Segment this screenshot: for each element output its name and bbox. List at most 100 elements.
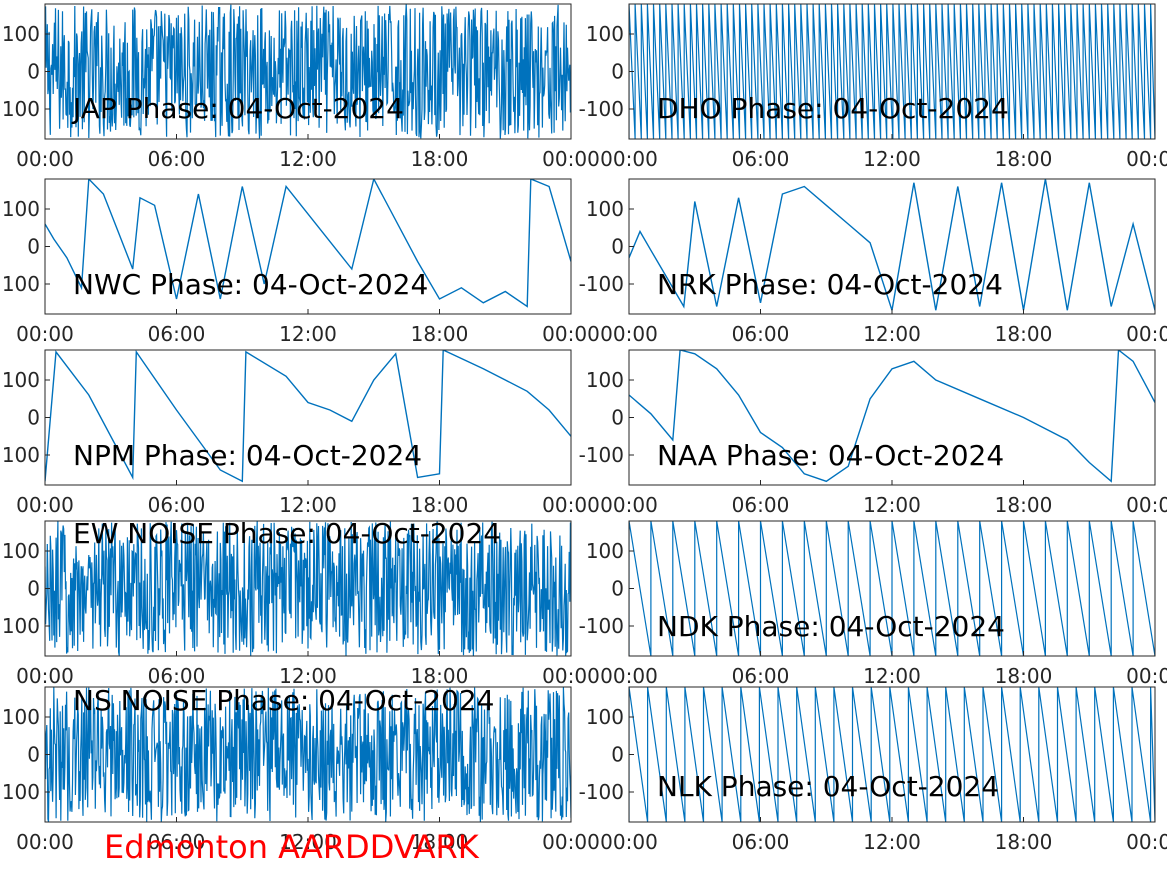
x-tick-label: 00:00 bbox=[16, 322, 74, 346]
x-tick-label: 18:00 bbox=[995, 664, 1053, 688]
x-tick-label: 12:00 bbox=[279, 322, 337, 346]
phase-panel: 100 0 100 00:00 06:00 12:00 18:00 00:00 EW NOISE… bbox=[2, 517, 600, 688]
x-tick-label: 00:00 bbox=[1126, 493, 1167, 517]
x-tick-label: 00:00 bbox=[16, 830, 74, 854]
x-tick-label: 06:00 bbox=[148, 147, 206, 171]
x-tick-label: 18:00 bbox=[411, 322, 469, 346]
phase-panel: 100 0 -100 00:00 06:00 12:00 18:00 00:00 NLK Pha… bbox=[579, 686, 1167, 854]
series-group bbox=[45, 521, 571, 656]
x-tick-label: 06:00 bbox=[732, 830, 790, 854]
x-tick-label: 18:00 bbox=[995, 322, 1053, 346]
y-tick-label: 100 bbox=[2, 272, 40, 296]
phase-series-line bbox=[45, 4, 571, 139]
x-tick-label: 18:00 bbox=[995, 830, 1053, 854]
x-tick-label: 00:00 bbox=[542, 664, 600, 688]
y-tick-label: 0 bbox=[611, 60, 624, 84]
y-tick-label: -100 bbox=[579, 614, 624, 638]
panel-title: NDK Phase: 04-Oct-2024 bbox=[657, 610, 1005, 643]
panel-title: NS NOISE Phase: 04-Oct-2024 bbox=[73, 684, 494, 717]
x-tick-label: 00:00 bbox=[600, 147, 658, 171]
y-tick-label: 100 bbox=[586, 22, 624, 46]
phase-series-line bbox=[45, 521, 571, 656]
x-tick-label: 18:00 bbox=[995, 147, 1053, 171]
y-tick-label: 100 bbox=[2, 539, 40, 563]
x-tick-label: 18:00 bbox=[411, 830, 469, 854]
x-tick-label: 00:00 bbox=[542, 830, 600, 854]
panel-title: NAA Phase: 04-Oct-2024 bbox=[657, 439, 1004, 472]
x-tick-label: 12:00 bbox=[279, 830, 337, 854]
panel-title: JAP Phase: 04-Oct-2024 bbox=[71, 92, 404, 125]
phase-series-line bbox=[629, 179, 1155, 311]
y-tick-label: 0 bbox=[611, 235, 624, 259]
y-tick-label: 100 bbox=[586, 197, 624, 221]
y-tick-label: 100 bbox=[2, 22, 40, 46]
y-tick-label: 100 bbox=[2, 705, 40, 729]
x-tick-label: 12:00 bbox=[279, 493, 337, 517]
series-group bbox=[45, 179, 571, 308]
y-tick-label: 0 bbox=[27, 60, 40, 84]
x-tick-label: 06:00 bbox=[732, 664, 790, 688]
y-tick-label: 0 bbox=[611, 743, 624, 767]
x-tick-label: 18:00 bbox=[411, 493, 469, 517]
y-tick-label: -100 bbox=[579, 443, 624, 467]
y-tick-label: 100 bbox=[586, 539, 624, 563]
phase-panel: 100 0 100 00:00 06:00 12:00 18:00 00:00 NPM Phas… bbox=[2, 349, 600, 517]
y-tick-label: 0 bbox=[27, 577, 40, 601]
x-tick-label: 00:00 bbox=[1126, 322, 1167, 346]
x-tick-label: 18:00 bbox=[411, 147, 469, 171]
x-tick-label: 06:00 bbox=[732, 493, 790, 517]
x-tick-label: 06:00 bbox=[148, 322, 206, 346]
series-group bbox=[629, 521, 1155, 656]
phase-panel: 100 0 100 00:00 06:00 12:00 18:00 00:00 NS NOISE… bbox=[2, 684, 600, 854]
x-tick-label: 00:00 bbox=[600, 493, 658, 517]
y-tick-label: 100 bbox=[2, 368, 40, 392]
phase-panel: 100 0 100 00:00 06:00 12:00 18:00 00:00 JAP Phas… bbox=[2, 3, 600, 171]
y-tick-label: 100 bbox=[586, 368, 624, 392]
phase-series-line bbox=[45, 350, 571, 483]
x-tick-label: 00:00 bbox=[600, 664, 658, 688]
y-tick-label: 0 bbox=[27, 743, 40, 767]
x-tick-label: 00:00 bbox=[16, 147, 74, 171]
phase-series-line bbox=[45, 179, 571, 308]
x-tick-label: 06:00 bbox=[148, 830, 206, 854]
panel-title: NPM Phase: 04-Oct-2024 bbox=[73, 439, 422, 472]
series-group bbox=[629, 179, 1155, 311]
x-tick-label: 00:00 bbox=[542, 493, 600, 517]
x-tick-label: 06:00 bbox=[732, 322, 790, 346]
x-tick-label: 06:00 bbox=[732, 147, 790, 171]
phase-series-line bbox=[629, 687, 1155, 822]
phase-panel: 100 0 100 00:00 06:00 12:00 18:00 00:00 NWC Phas… bbox=[2, 178, 600, 346]
x-tick-label: 12:00 bbox=[863, 664, 921, 688]
phase-series-line bbox=[629, 521, 1155, 656]
y-tick-label: 100 bbox=[586, 705, 624, 729]
series-group bbox=[45, 350, 571, 483]
series-group bbox=[45, 687, 571, 822]
x-tick-label: 06:00 bbox=[148, 664, 206, 688]
phase-series-line bbox=[45, 687, 571, 822]
y-tick-label: 100 bbox=[2, 197, 40, 221]
x-tick-label: 12:00 bbox=[279, 664, 337, 688]
x-tick-label: 12:00 bbox=[863, 322, 921, 346]
y-tick-label: 0 bbox=[611, 577, 624, 601]
panel-title: NWC Phase: 04-Oct-2024 bbox=[73, 268, 428, 301]
y-tick-label: -100 bbox=[579, 97, 624, 121]
x-tick-label: 00:00 bbox=[542, 322, 600, 346]
y-tick-label: 0 bbox=[27, 235, 40, 259]
panel-title: NRK Phase: 04-Oct-2024 bbox=[657, 268, 1003, 301]
series-group bbox=[45, 4, 571, 139]
panel-title: DHO Phase: 04-Oct-2024 bbox=[657, 92, 1009, 125]
x-tick-label: 00:00 bbox=[1126, 664, 1167, 688]
x-tick-label: 00:00 bbox=[16, 664, 74, 688]
x-tick-label: 12:00 bbox=[863, 147, 921, 171]
x-tick-label: 00:00 bbox=[1126, 830, 1167, 854]
y-tick-label: 0 bbox=[611, 406, 624, 430]
x-tick-label: 18:00 bbox=[411, 664, 469, 688]
phase-panel: 100 0 -100 00:00 06:00 12:00 18:00 00:00 NRK Pha… bbox=[579, 178, 1167, 346]
x-tick-label: 00:00 bbox=[16, 493, 74, 517]
x-tick-label: 06:00 bbox=[148, 493, 206, 517]
y-tick-label: 100 bbox=[2, 97, 40, 121]
phase-series-line bbox=[629, 350, 1155, 483]
x-tick-label: 12:00 bbox=[863, 830, 921, 854]
panel-title: EW NOISE Phase: 04-Oct-2024 bbox=[73, 517, 501, 550]
